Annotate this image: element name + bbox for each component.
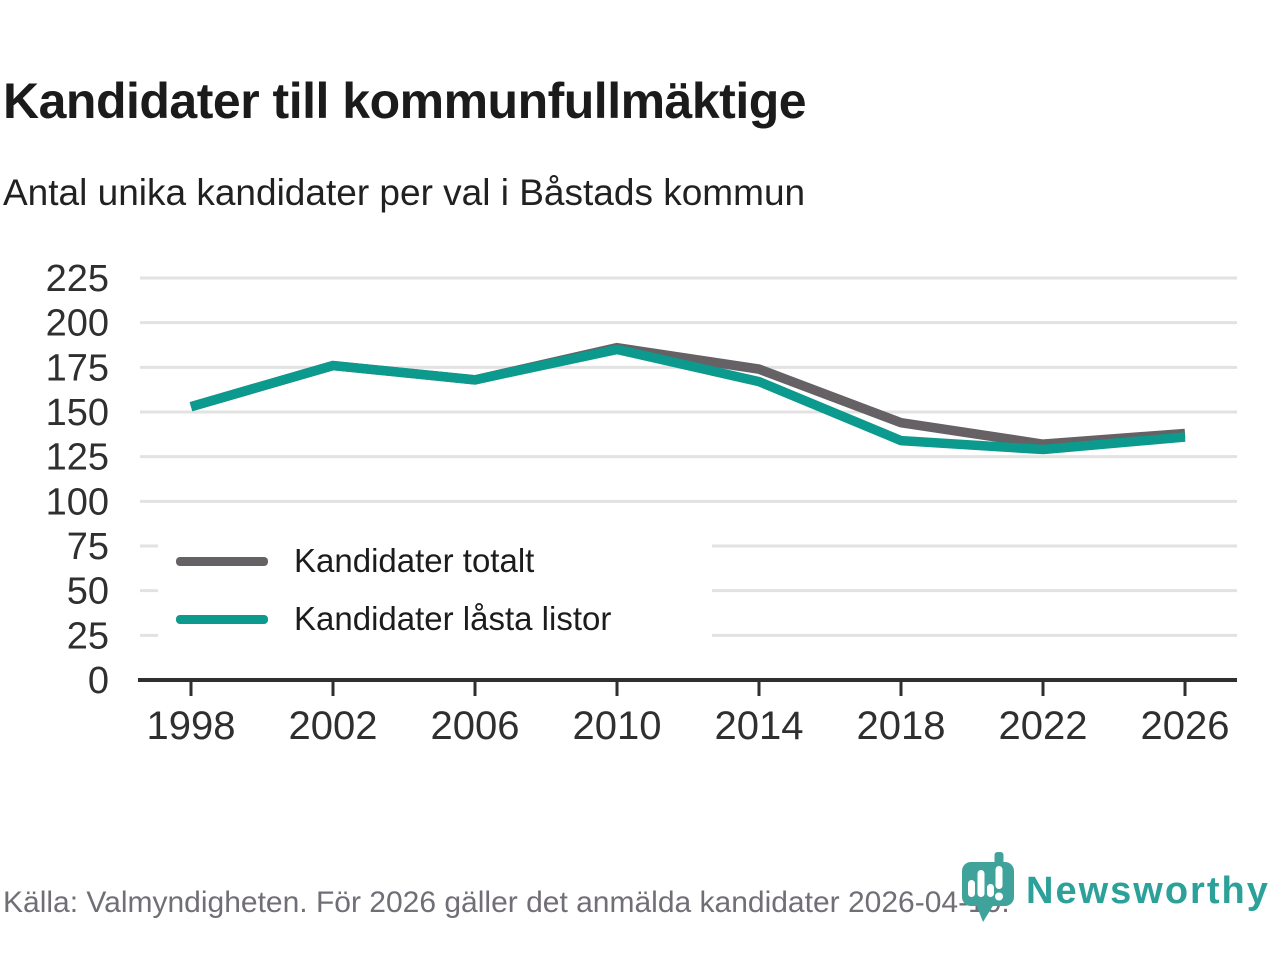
svg-text:150: 150 — [46, 392, 109, 434]
legend-item-lasta-listor: Kandidater låsta listor — [158, 600, 712, 638]
source-note: Källa: Valmyndigheten. För 2026 gäller d… — [3, 886, 1010, 919]
legend-swatch-totalt — [176, 556, 268, 566]
svg-text:2002: 2002 — [289, 704, 378, 748]
newsworthy-pin-icon — [962, 852, 1014, 922]
newsworthy-logo: Newsworthy — [956, 850, 1280, 940]
legend-item-totalt: Kandidater totalt — [158, 542, 712, 580]
chart-subtitle: Antal unika kandidater per val i Båstads… — [3, 172, 806, 213]
svg-text:2010: 2010 — [573, 704, 662, 748]
svg-text:25: 25 — [67, 615, 109, 657]
svg-text:2014: 2014 — [715, 704, 804, 748]
svg-text:200: 200 — [46, 303, 109, 345]
svg-text:50: 50 — [67, 571, 109, 613]
newsworthy-wordmark: Newsworthy — [1026, 870, 1270, 912]
svg-text:75: 75 — [67, 526, 109, 568]
legend-swatch-lasta-listor — [176, 614, 268, 624]
legend-label-lasta-listor: Kandidater låsta listor — [294, 600, 612, 637]
svg-text:175: 175 — [46, 347, 109, 389]
svg-text:0: 0 — [88, 660, 109, 702]
page-title: Kandidater till kommunfullmäktige — [3, 72, 807, 129]
chart-legend: Kandidater totalt Kandidater låsta listo… — [158, 532, 712, 648]
svg-text:125: 125 — [46, 437, 109, 479]
svg-text:2018: 2018 — [857, 704, 946, 748]
svg-text:2026: 2026 — [1141, 704, 1230, 748]
svg-text:2022: 2022 — [999, 704, 1088, 748]
svg-text:2006: 2006 — [431, 704, 520, 748]
svg-text:225: 225 — [46, 258, 109, 300]
svg-text:1998: 1998 — [147, 704, 236, 748]
svg-text:100: 100 — [46, 481, 109, 523]
legend-label-totalt: Kandidater totalt — [294, 542, 535, 579]
